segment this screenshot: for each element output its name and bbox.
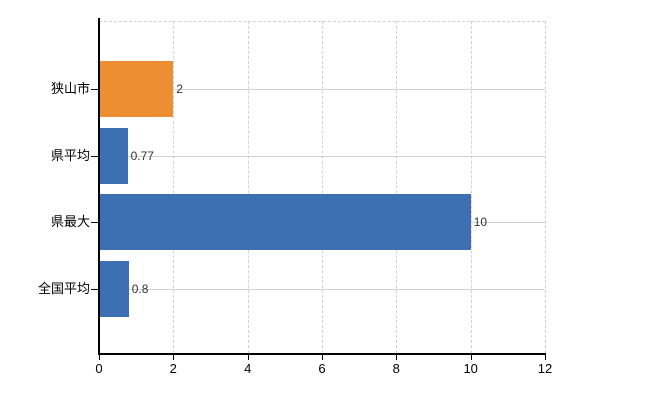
bar-3 — [100, 194, 471, 250]
category-label: 全国平均 — [37, 280, 90, 296]
x-axis-line — [98, 353, 546, 355]
x-tick-label: 8 — [392, 361, 400, 376]
x-tick-label: 2 — [169, 361, 177, 376]
value-label: 2 — [176, 82, 183, 96]
x-axis-tick — [545, 354, 546, 360]
bar-4 — [100, 260, 129, 317]
plot-right-border — [545, 21, 546, 353]
x-axis-tick — [173, 354, 175, 360]
category-label: 県最大 — [50, 214, 90, 229]
x-axis-tick — [396, 354, 398, 360]
y-axis-tick — [91, 155, 98, 157]
y-axis-tick — [91, 89, 98, 90]
category-label: 狭山市 — [50, 81, 90, 96]
v-gridline — [322, 21, 323, 353]
x-axis-tick — [99, 354, 100, 360]
bar-1 — [100, 61, 174, 117]
y-axis-line — [98, 18, 100, 354]
value-label: 0.77 — [130, 148, 154, 163]
y-axis-tick — [91, 288, 98, 290]
v-gridline — [470, 21, 472, 353]
v-gridline — [173, 21, 175, 353]
x-tick-label: 6 — [318, 361, 326, 376]
x-tick-label: 10 — [463, 361, 478, 376]
h-gridline — [99, 155, 545, 157]
x-tick-label: 0 — [95, 361, 103, 376]
v-gridline — [247, 21, 249, 353]
x-tick-label: 4 — [244, 361, 252, 376]
x-axis-tick — [322, 354, 323, 360]
bar-2 — [100, 127, 128, 184]
h-gridline — [99, 288, 545, 290]
x-axis-tick — [247, 354, 249, 360]
category-label: 県平均 — [50, 147, 90, 163]
h-gridline — [99, 89, 545, 90]
v-gridline — [396, 21, 398, 353]
y-axis-tick — [91, 222, 98, 223]
x-axis-tick — [470, 354, 472, 360]
x-tick-label: 12 — [537, 361, 553, 376]
value-label: 10 — [473, 215, 488, 229]
value-label: 0.8 — [131, 281, 149, 296]
